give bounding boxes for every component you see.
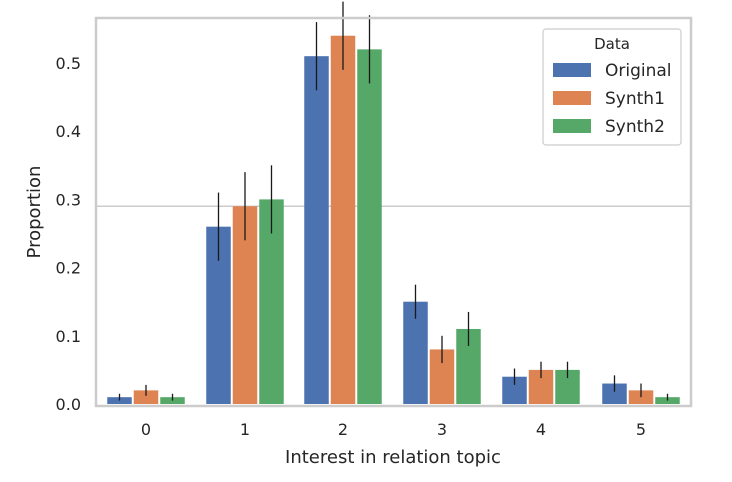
x-tick-label: 4 (536, 420, 546, 439)
y-tick-label: 0.0 (56, 395, 81, 414)
x-axis-label: Interest in relation topic (285, 447, 501, 468)
bar-synth1-2 (330, 35, 356, 404)
legend-swatch-synth2 (553, 119, 591, 133)
legend-items: Original Synth1 Synth2 (553, 61, 672, 137)
legend-box (542, 28, 682, 146)
plot-frame (94, 16, 693, 408)
y-tick-label: 0.4 (56, 122, 81, 141)
bar-original-2 (304, 56, 329, 405)
x-tick-label: 1 (240, 420, 250, 439)
legend-title: Data (594, 35, 630, 53)
y-tick-label: 0.1 (56, 327, 81, 346)
legend-label-synth2: Synth2 (605, 117, 665, 137)
y-axis-label: Proportion (24, 166, 45, 259)
bar-original-5 (602, 383, 627, 404)
legend-label-synth1: Synth1 (605, 89, 665, 109)
y-tick-label: 0.5 (56, 54, 81, 73)
bar-synth1-0 (133, 390, 159, 404)
bar-synth2-2 (357, 49, 382, 405)
y-tick-label: 0.2 (56, 259, 81, 278)
legend: Data Original Synth1 Synth2 (542, 28, 682, 146)
x-tick-label: 2 (338, 420, 348, 439)
errorbar-layer (118, 1, 669, 401)
legend-label-original: Original (605, 61, 672, 81)
y-tick-label: 0.3 (56, 190, 81, 209)
legend-swatch-synth1 (553, 91, 591, 105)
x-tick-label: 5 (636, 420, 646, 439)
legend-swatch-original (553, 63, 591, 77)
y-tick-labels: 0.0 0.1 0.2 0.3 0.4 0.5 (56, 54, 81, 414)
x-tick-label: 3 (437, 420, 447, 439)
x-tick-labels: 0 1 2 3 4 5 (141, 420, 646, 439)
x-tick-label: 0 (141, 420, 151, 439)
